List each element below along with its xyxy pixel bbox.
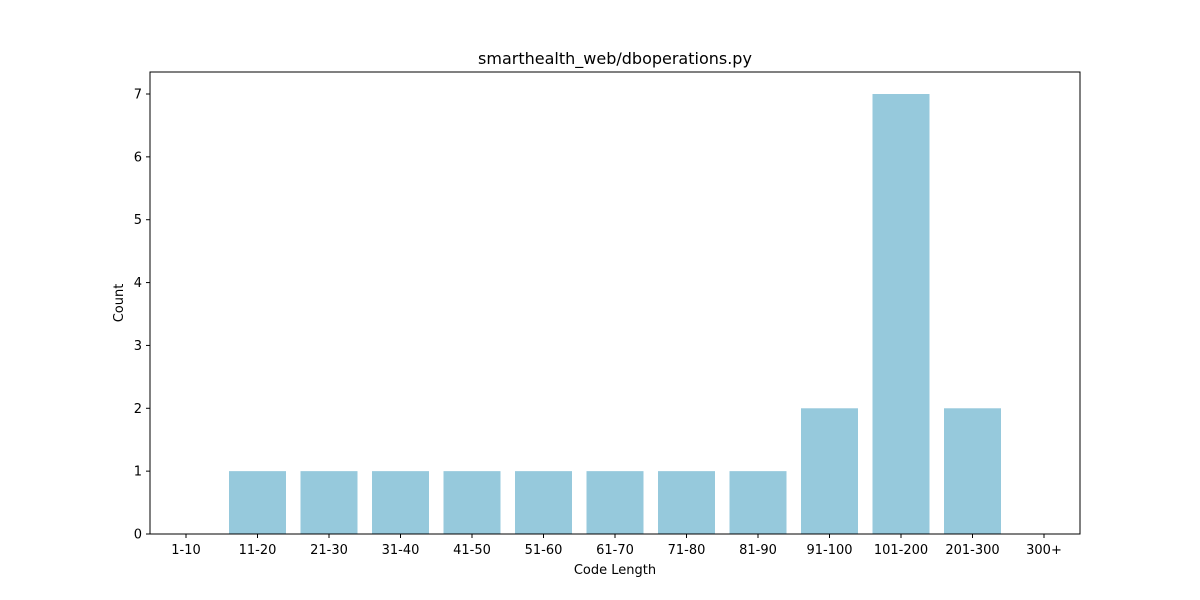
y-tick-label: 1	[134, 465, 142, 480]
chart-title: smarthealth_web/dboperations.py	[478, 49, 752, 69]
x-tick-label: 201-300	[945, 543, 999, 558]
x-tick-label: 81-90	[739, 543, 777, 558]
x-tick-label: 31-40	[382, 543, 420, 558]
bar-61-70	[586, 471, 644, 534]
bar-11-20	[229, 471, 286, 534]
y-tick-label: 4	[134, 276, 142, 291]
x-tick-label: 51-60	[525, 543, 563, 558]
bars-layer	[229, 94, 1001, 534]
bar-71-80	[658, 471, 715, 534]
bar-51-60	[515, 471, 572, 534]
x-tick-label: 1-10	[171, 543, 201, 558]
bar-201-300	[944, 408, 1001, 534]
x-axis-label: Code Length	[574, 563, 656, 578]
plot-frame	[149, 71, 1081, 535]
x-tick-label: 11-20	[239, 543, 277, 558]
bar-31-40	[372, 471, 429, 534]
bar-41-50	[443, 471, 501, 534]
y-tick-label: 5	[134, 213, 142, 228]
bar-91-100	[801, 408, 858, 534]
y-tick-label: 6	[134, 150, 142, 165]
bar-101-200	[872, 94, 930, 534]
x-tick-label: 101-200	[874, 543, 928, 558]
x-axis-ticks: 1-10 11-20 21-30 31-40 41-50 51-60 61-70 71-80 8…	[171, 534, 1062, 558]
x-tick-label: 41-50	[453, 543, 491, 558]
bar-21-30	[300, 471, 358, 534]
y-tick-label: 7	[134, 88, 142, 103]
x-tick-label: 71-80	[668, 543, 706, 558]
y-tick-label: 0	[134, 528, 142, 543]
y-tick-label: 3	[134, 339, 142, 354]
x-tick-label: 61-70	[596, 543, 634, 558]
y-axis-label: Count	[112, 284, 127, 323]
x-tick-label: 300+	[1026, 543, 1062, 558]
bar-81-90	[729, 471, 787, 534]
x-tick-label: 91-100	[806, 543, 852, 558]
y-axis-ticks: 0 1 2 3 4 5 6 7	[134, 88, 150, 543]
x-tick-label: 21-30	[310, 543, 348, 558]
y-tick-label: 2	[134, 402, 142, 417]
